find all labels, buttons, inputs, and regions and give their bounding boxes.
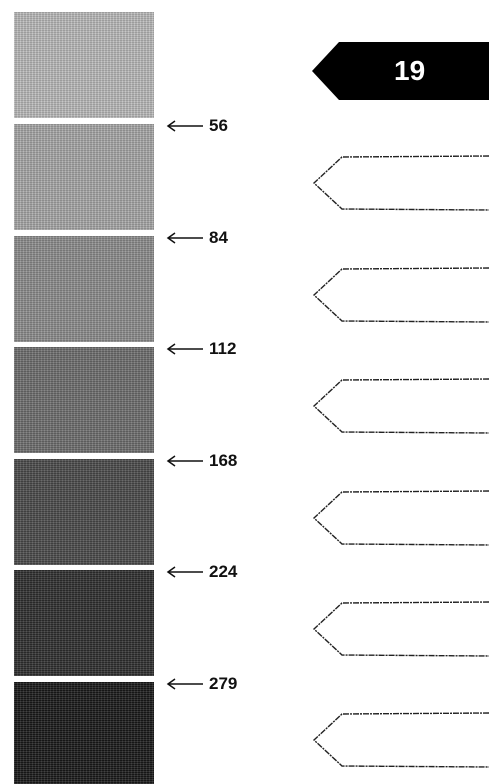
tab-outline-5[interactable] [312, 600, 489, 658]
marker-label: 279 [209, 674, 238, 693]
tab-shape [312, 42, 489, 100]
marker-label: 56 [209, 116, 228, 135]
tab-outline-4[interactable] [312, 489, 489, 547]
marker-label: 84 [209, 228, 228, 247]
marker-4: 168 [166, 451, 237, 471]
tab-outline-2[interactable] [312, 266, 489, 324]
tab-outline-shape [312, 267, 489, 323]
gray-swatch-1 [14, 12, 154, 118]
left-arrow-icon [166, 232, 203, 244]
marker-label: 112 [209, 339, 237, 358]
marker-2: 84 [166, 228, 228, 248]
tab-outline-shape [312, 155, 489, 211]
marker-3: 112 [166, 339, 236, 359]
tab-outline-shape [312, 378, 489, 434]
left-arrow-icon [166, 678, 203, 690]
left-arrow-icon [166, 120, 203, 132]
marker-5: 224 [166, 562, 237, 582]
tab-outline-shape [312, 601, 489, 657]
left-arrow-icon [166, 455, 203, 467]
tab-19-active[interactable]: 19 [312, 42, 489, 100]
marker-label: 224 [209, 562, 238, 581]
gray-swatch-2 [14, 124, 154, 230]
tab-label: 19 [394, 55, 426, 86]
tab-outline-3[interactable] [312, 377, 489, 435]
gray-swatch-5 [14, 459, 154, 565]
gray-swatch-6 [14, 570, 154, 676]
tab-outline-1[interactable] [312, 154, 489, 212]
marker-6: 279 [166, 674, 237, 694]
marker-label: 168 [209, 451, 238, 470]
gray-swatch-3 [14, 236, 154, 342]
left-arrow-icon [166, 566, 203, 578]
marker-1: 56 [166, 116, 228, 136]
gray-swatch-4 [14, 347, 154, 453]
tab-outline-shape [312, 490, 489, 546]
tab-outline-6[interactable] [312, 711, 489, 769]
tab-outline-shape [312, 712, 489, 768]
left-arrow-icon [166, 343, 203, 355]
gray-swatch-7 [14, 682, 154, 784]
